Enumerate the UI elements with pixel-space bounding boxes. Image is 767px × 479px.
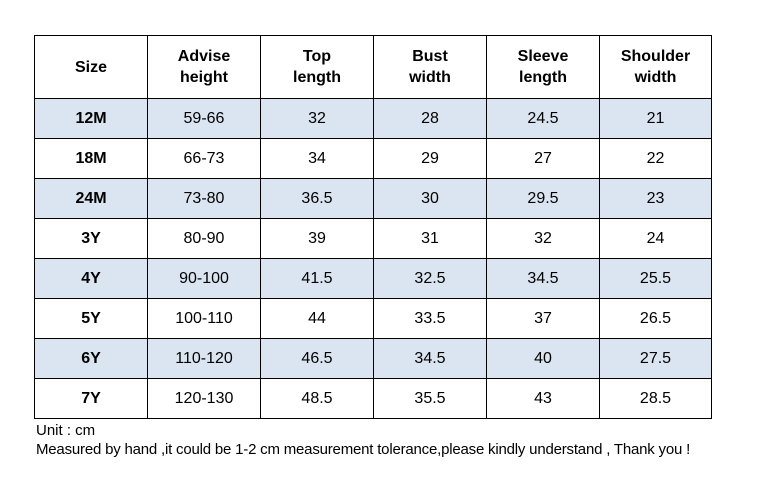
sleeve-length-cell: 27 — [486, 138, 600, 179]
header-advise-height: Advise height — [147, 35, 261, 99]
size-cell: 5Y — [34, 298, 148, 339]
bust-width-cell: 28 — [373, 98, 487, 139]
header-line: Top — [302, 48, 332, 65]
advise-height-cell: 73-80 — [147, 178, 261, 219]
shoulder-width-cell: 25.5 — [599, 258, 712, 299]
unit-note: Unit : cm — [36, 422, 96, 439]
shoulder-width-cell: 22 — [599, 138, 712, 179]
size-cell: 4Y — [34, 258, 148, 299]
size-cell: 24M — [34, 178, 148, 219]
table-row: 3Y 80-90 39 31 32 24 — [34, 218, 712, 259]
top-length-cell: 34 — [260, 138, 374, 179]
bust-width-cell: 32.5 — [373, 258, 487, 299]
header-line: width — [409, 69, 451, 86]
advise-height-cell: 80-90 — [147, 218, 261, 259]
table-row: 6Y 110-120 46.5 34.5 40 27.5 — [34, 338, 712, 379]
advise-height-cell: 110-120 — [147, 338, 261, 379]
header-top-length: Top length — [260, 35, 374, 99]
size-chart-table: Size Advise height Top length Bust width Sleeve… — [34, 35, 712, 419]
advise-height-cell: 90-100 — [147, 258, 261, 299]
table-row: 18M 66-73 34 29 27 22 — [34, 138, 712, 179]
shoulder-width-cell: 21 — [599, 98, 712, 139]
sleeve-length-cell: 40 — [486, 338, 600, 379]
header-line: height — [180, 69, 228, 86]
table-row: 5Y 100-110 44 33.5 37 26.5 — [34, 298, 712, 339]
sleeve-length-cell: 34.5 — [486, 258, 600, 299]
shoulder-width-cell: 26.5 — [599, 298, 712, 339]
top-length-cell: 48.5 — [260, 378, 374, 419]
header-line: Shoulder — [620, 48, 691, 65]
shoulder-width-cell: 27.5 — [599, 338, 712, 379]
header-line: width — [634, 69, 677, 86]
sleeve-length-cell: 29.5 — [486, 178, 600, 219]
bust-width-cell: 34.5 — [373, 338, 487, 379]
table-row: 7Y 120-130 48.5 35.5 43 28.5 — [34, 378, 712, 419]
sleeve-length-cell: 32 — [486, 218, 600, 259]
sleeve-length-cell: 43 — [486, 378, 600, 419]
bust-width-cell: 30 — [373, 178, 487, 219]
header-line: Bust — [412, 48, 448, 65]
table-row: 24M 73-80 36.5 30 29.5 23 — [34, 178, 712, 219]
header-size: Size — [34, 35, 148, 99]
bust-width-cell: 29 — [373, 138, 487, 179]
header-row: Size Advise height Top length Bust width Sleeve… — [34, 35, 712, 99]
top-length-cell: 36.5 — [260, 178, 374, 219]
header-line: Size — [74, 58, 107, 76]
bust-width-cell: 35.5 — [373, 378, 487, 419]
shoulder-width-cell: 23 — [599, 178, 712, 219]
size-cell: 6Y — [34, 338, 148, 379]
measurement-note: Measured by hand ,it could be 1-2 cm mea… — [36, 441, 691, 458]
table-row: 4Y 90-100 41.5 32.5 34.5 25.5 — [34, 258, 712, 299]
header-line: length — [519, 69, 567, 86]
header-sleeve-length: Sleeve length — [486, 35, 600, 99]
header-line: Advise — [177, 48, 231, 65]
header-shoulder-width: Shoulder width — [599, 35, 712, 99]
sleeve-length-cell: 24.5 — [486, 98, 600, 139]
size-cell: 12M — [34, 98, 148, 139]
table-row: 12M 59-66 32 28 24.5 21 — [34, 98, 712, 139]
size-cell: 7Y — [34, 378, 148, 419]
top-length-cell: 32 — [260, 98, 374, 139]
advise-height-cell: 59-66 — [147, 98, 261, 139]
header-bust-width: Bust width — [373, 35, 487, 99]
sleeve-length-cell: 37 — [486, 298, 600, 339]
size-chart-body: Size Advise height Top length Bust width Sleeve… — [34, 35, 712, 419]
header-line: Sleeve — [517, 48, 569, 65]
advise-height-cell: 100-110 — [147, 298, 261, 339]
size-cell: 3Y — [34, 218, 148, 259]
top-length-cell: 46.5 — [260, 338, 374, 379]
top-length-cell: 39 — [260, 218, 374, 259]
shoulder-width-cell: 24 — [599, 218, 712, 259]
bust-width-cell: 31 — [373, 218, 487, 259]
size-cell: 18M — [34, 138, 148, 179]
advise-height-cell: 120-130 — [147, 378, 261, 419]
header-line: length — [293, 69, 341, 86]
top-length-cell: 41.5 — [260, 258, 374, 299]
advise-height-cell: 66-73 — [147, 138, 261, 179]
bust-width-cell: 33.5 — [373, 298, 487, 339]
shoulder-width-cell: 28.5 — [599, 378, 712, 419]
top-length-cell: 44 — [260, 298, 374, 339]
